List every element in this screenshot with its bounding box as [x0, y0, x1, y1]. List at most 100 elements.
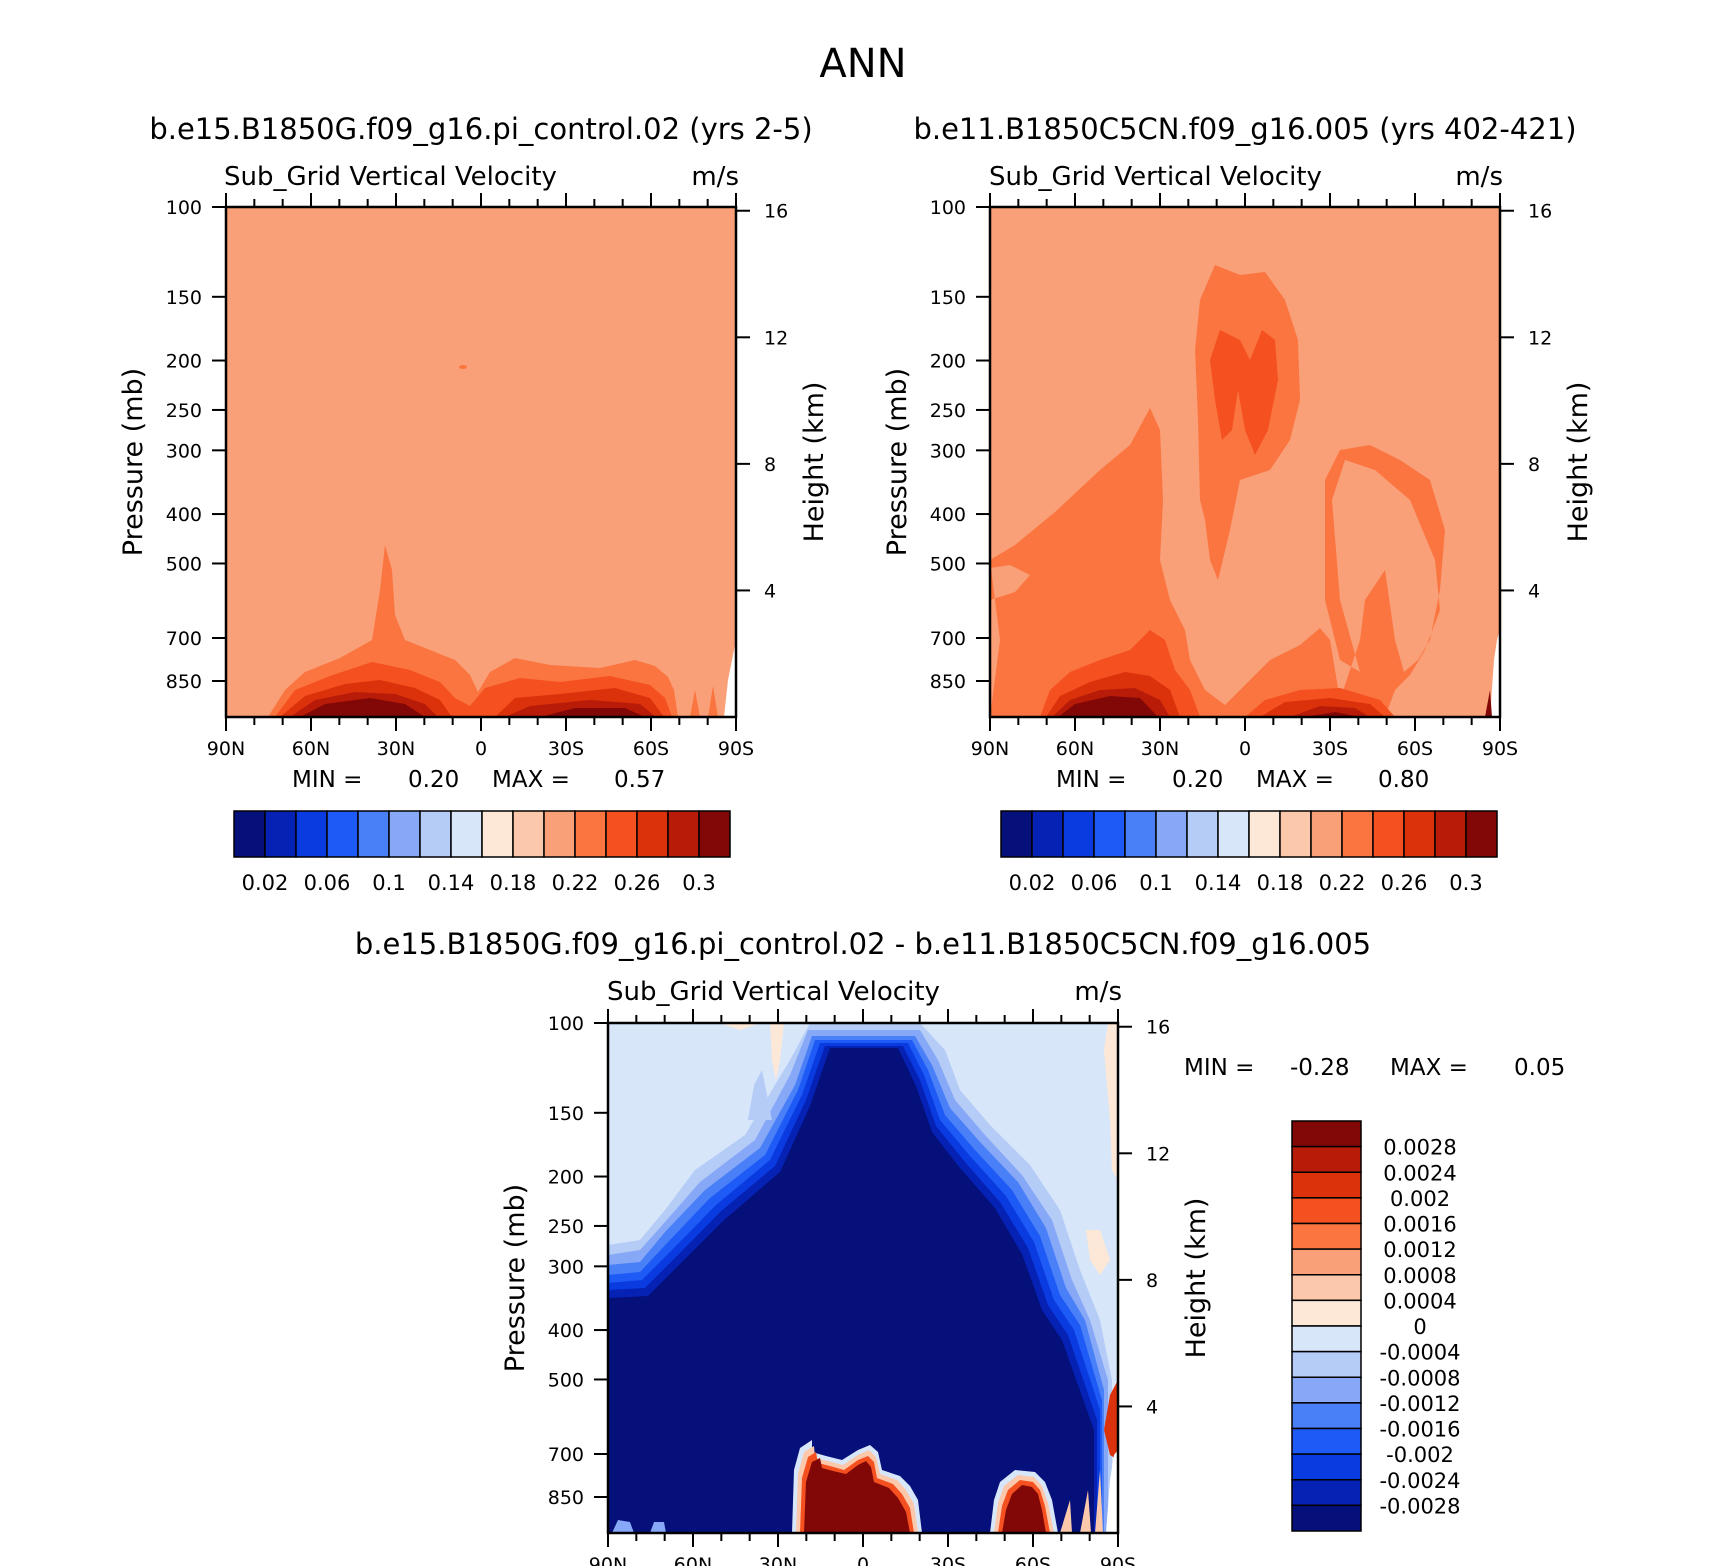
right-min-label: MIN = — [1056, 767, 1126, 793]
diff-positive-core — [804, 1458, 1046, 1533]
right-colorbar-box — [1248, 810, 1281, 858]
diff-colorbar-label: 0 — [1413, 1315, 1426, 1339]
right-colorbar-label: 0.18 — [1257, 871, 1304, 895]
right-yright-tick-label: 8 — [1528, 454, 1540, 476]
right-colorbar-box — [1062, 810, 1095, 858]
diff-max-value: 0.05 — [1514, 1055, 1565, 1081]
right-ytick-label: 700 — [930, 628, 966, 650]
left-colorbar-label: 0.3 — [682, 871, 715, 895]
diff-edge-positive — [1104, 1380, 1118, 1460]
left-dot — [459, 365, 467, 369]
right-xtick-label: 30S — [1312, 738, 1348, 760]
left-colorbar-box — [233, 810, 266, 858]
diff-colorbar-box — [1291, 1145, 1362, 1173]
right-x-ticks: 90N 60N 30N 0 30S 60S 90S — [971, 193, 1518, 760]
right-y-right-ticks: 16 12 8 4 — [1500, 201, 1552, 602]
right-xtick-label: 60N — [1056, 738, 1094, 760]
diff-ylabel: Pressure (mb) — [500, 1184, 531, 1372]
left-colorbar-box — [295, 810, 328, 858]
right-colorbar-box — [1403, 810, 1436, 858]
right-colorbar-box — [1341, 810, 1374, 858]
diff-colorbar-box — [1291, 1299, 1362, 1327]
right-colorbar-box — [1124, 810, 1157, 858]
right-contour-nh — [990, 408, 1445, 717]
left-colorbar-box — [605, 810, 638, 858]
diff-colorbar-box — [1291, 1325, 1362, 1353]
diff-ytick-label: 500 — [548, 1369, 584, 1391]
diff-colorbar-box — [1291, 1453, 1362, 1481]
right-colorbar-box — [1434, 810, 1467, 858]
diff-min-value: -0.28 — [1290, 1055, 1350, 1081]
left-ytick-label: 850 — [166, 671, 202, 693]
left-ylabel-right: Height (km) — [799, 382, 830, 543]
diff-colorbar-box — [1291, 1376, 1362, 1404]
right-colorbar-box — [1093, 810, 1126, 858]
panel-left: b.e15.B1850G.f09_g16.pi_control.02 (yrs … — [118, 112, 830, 895]
left-colorbar: 0.02 0.06 0.1 0.14 0.18 0.22 0.26 0.3 — [233, 810, 731, 895]
diff-xtick-label: 30N — [759, 1554, 797, 1566]
right-colorbar-box — [1310, 810, 1343, 858]
right-min-value: 0.20 — [1172, 767, 1223, 793]
left-colorbar-box — [264, 810, 297, 858]
panel-diff-variable: Sub_Grid Vertical Velocity — [607, 977, 940, 1007]
right-xtick-label: 30N — [1141, 738, 1179, 760]
right-xtick-label: 90N — [971, 738, 1009, 760]
left-colorbar-label: 0.22 — [552, 871, 599, 895]
diff-colorbar-box — [1291, 1479, 1362, 1507]
left-ytick-label: 200 — [166, 351, 202, 373]
right-ytick-label: 250 — [930, 400, 966, 422]
left-colorbar-label: 0.18 — [490, 871, 537, 895]
right-colorbar-label: 0.3 — [1449, 871, 1482, 895]
right-colorbar-box — [1372, 810, 1405, 858]
right-ytick-label: 400 — [930, 504, 966, 526]
panel-diff-units: m/s — [1074, 977, 1122, 1007]
left-yright-tick-label: 12 — [764, 327, 788, 349]
diff-colorbar-box — [1291, 1274, 1362, 1302]
diff-ytick-label: 700 — [548, 1444, 584, 1466]
panel-left-units: m/s — [691, 162, 739, 192]
left-ytick-label: 500 — [166, 553, 202, 575]
right-ylabel: Pressure (mb) — [882, 368, 913, 556]
left-colorbar-box — [512, 810, 545, 858]
panel-right-title: b.e11.B1850C5CN.f09_g16.005 (yrs 402-421… — [913, 112, 1576, 146]
right-colorbar-box — [1217, 810, 1250, 858]
left-colorbar-box — [481, 810, 514, 858]
right-colorbar-label: 0.02 — [1009, 871, 1056, 895]
diff-yright-tick-label: 4 — [1146, 1396, 1158, 1418]
diff-colorbar-label: 0.0024 — [1383, 1161, 1456, 1185]
right-colorbar-label: 0.26 — [1381, 871, 1428, 895]
left-yright-tick-label: 8 — [764, 454, 776, 476]
right-colorbar-label: 0.22 — [1319, 871, 1366, 895]
panel-right-field — [990, 207, 1500, 717]
left-min-value: 0.20 — [408, 767, 459, 793]
panel-right: b.e11.B1850C5CN.f09_g16.005 (yrs 402-421… — [882, 112, 1594, 895]
left-ytick-label: 250 — [166, 400, 202, 422]
diff-colorbar-box — [1291, 1197, 1362, 1225]
left-colorbar-box — [667, 810, 700, 858]
diff-core — [608, 1048, 1094, 1533]
diff-xtick-label: 90S — [1100, 1554, 1136, 1566]
left-colorbar-box — [698, 810, 731, 858]
right-ytick-label: 100 — [930, 197, 966, 219]
diff-colorbar-box — [1291, 1427, 1362, 1455]
diff-colorbar-box — [1291, 1504, 1362, 1532]
left-xtick-label: 90S — [718, 738, 754, 760]
panel-right-units: m/s — [1455, 162, 1503, 192]
right-colorbar-box — [1465, 810, 1498, 858]
panel-diff: b.e15.B1850G.f09_g16.pi_control.02 - b.e… — [355, 927, 1565, 1566]
left-colorbar-box — [636, 810, 669, 858]
left-max-label: MAX = — [492, 767, 570, 793]
diff-left-light — [612, 1520, 666, 1533]
page-title: ANN — [819, 41, 906, 87]
left-xtick-label: 0 — [475, 738, 487, 760]
left-ytick-label: 300 — [166, 440, 202, 462]
left-edge-spikes — [690, 686, 718, 717]
panel-diff-field — [608, 1023, 1118, 1533]
diff-colorbar-box — [1291, 1171, 1362, 1199]
diff-xtick-label: 0 — [857, 1554, 869, 1566]
diff-ytick-label: 100 — [548, 1013, 584, 1035]
left-colorbar-box — [419, 810, 452, 858]
diff-colorbar-label: -0.0004 — [1379, 1341, 1460, 1365]
diff-colorbar-label: -0.0008 — [1379, 1366, 1460, 1390]
